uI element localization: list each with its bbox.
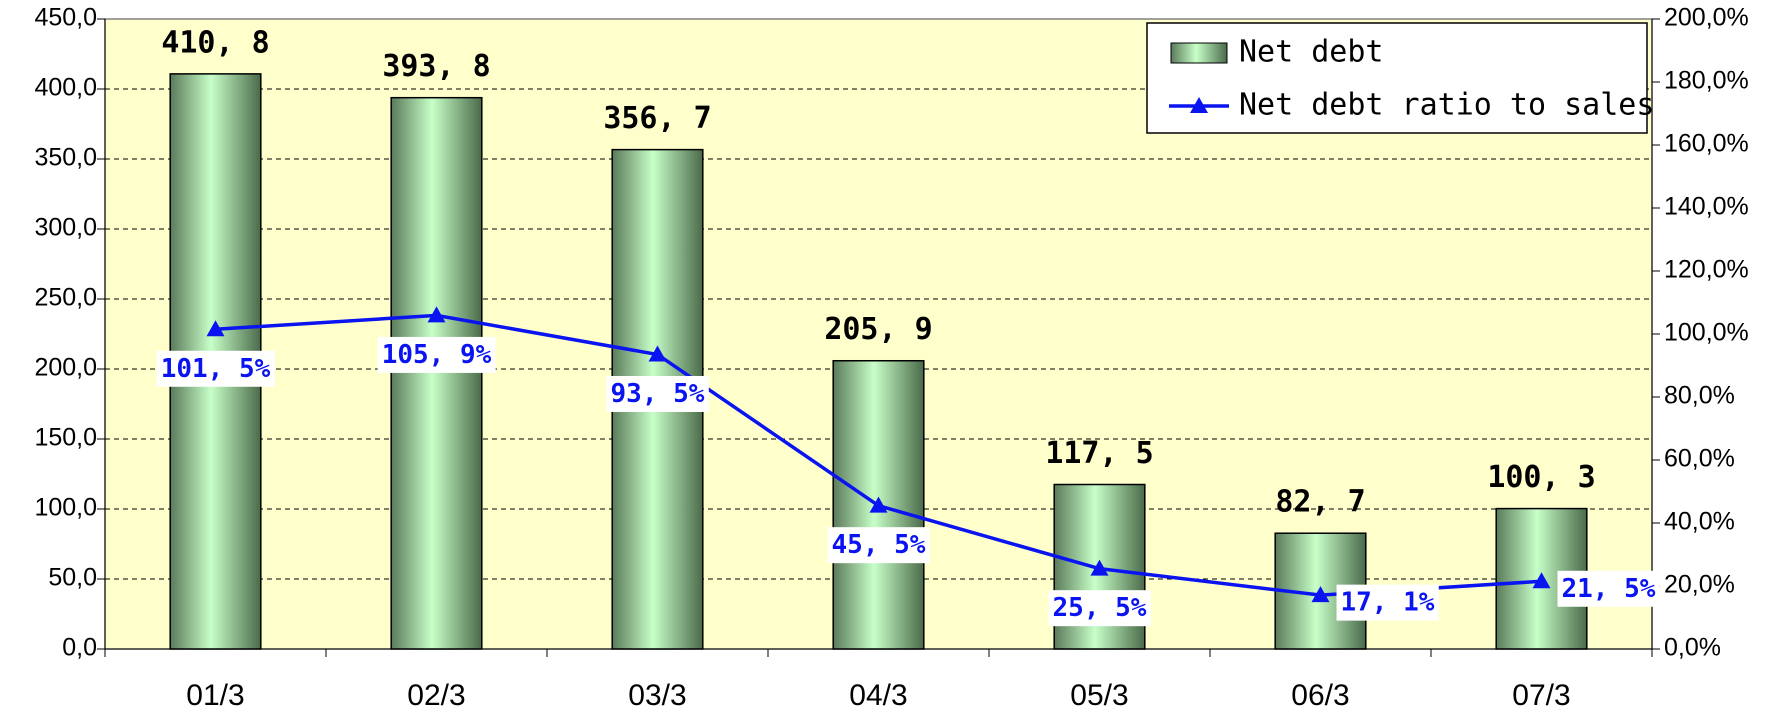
y2-tick-label: 80,0% (1664, 382, 1735, 410)
y2-tick-label: 120,0% (1664, 256, 1749, 284)
line-label-bg (1048, 590, 1151, 627)
line-label-bg (377, 336, 496, 373)
line-value-label: 25, 5% (1053, 593, 1147, 623)
line-value-label: 45, 5% (832, 530, 926, 560)
y-tick-label: 450,0 (34, 4, 97, 32)
line-label-bg (156, 350, 275, 387)
x-tick-label: 05/3 (1070, 679, 1128, 712)
line-label-bg (606, 375, 709, 412)
y-tick-label: 250,0 (34, 284, 97, 312)
line-label-bg (1336, 584, 1439, 621)
y-tick-label: 300,0 (34, 214, 97, 242)
line-value-label: 101, 5% (161, 354, 271, 384)
legend-swatch (1170, 42, 1228, 64)
line-marker (648, 345, 667, 362)
y-tick-label: 400,0 (34, 74, 97, 102)
line-marker (427, 306, 446, 323)
legend-label: Net debt (1239, 35, 1384, 70)
legend-label: Net debt ratio to sales (1239, 88, 1654, 123)
y-tick-label: 0,0 (62, 634, 97, 662)
x-tick-label: 01/3 (186, 679, 244, 712)
y2-tick-label: 140,0% (1664, 193, 1749, 221)
y2-tick-label: 180,0% (1664, 67, 1749, 95)
bar-value-label: 82, 7 (1275, 485, 1365, 520)
y2-tick-label: 160,0% (1664, 130, 1749, 158)
x-tick-label: 04/3 (849, 679, 907, 712)
y2-tick-label: 40,0% (1664, 508, 1735, 536)
y2-tick-label: 0,0% (1664, 634, 1721, 662)
y-tick-label: 350,0 (34, 144, 97, 172)
line-value-label: 17, 1% (1341, 588, 1435, 618)
y-tick-label: 150,0 (34, 424, 97, 452)
y2-tick-label: 100,0% (1664, 319, 1749, 347)
line-marker (1090, 559, 1109, 576)
line-value-label: 21, 5% (1562, 574, 1656, 604)
line-label-bg (1557, 570, 1660, 607)
y2-tick-label: 60,0% (1664, 445, 1735, 473)
bar-value-label: 410, 8 (161, 25, 269, 60)
y-tick-label: 200,0 (34, 354, 97, 382)
x-tick-label: 03/3 (628, 679, 686, 712)
y-tick-label: 50,0 (48, 564, 97, 592)
line-marker (206, 320, 225, 337)
line-label-bg (827, 527, 930, 564)
line-value-label: 105, 9% (382, 340, 492, 370)
bar-value-label: 393, 8 (382, 49, 490, 84)
bar (390, 96, 483, 650)
y-tick-label: 100,0 (34, 494, 97, 522)
bar-value-label: 205, 9 (824, 312, 932, 347)
line-marker (1532, 572, 1551, 589)
legend-marker (1190, 97, 1208, 113)
x-tick-label: 06/3 (1291, 679, 1349, 712)
bar-value-label: 100, 3 (1487, 460, 1595, 495)
line-marker (1311, 586, 1330, 603)
y2-tick-label: 20,0% (1664, 571, 1735, 599)
line-value-label: 93, 5% (611, 379, 705, 409)
bar-value-label: 117, 5 (1045, 436, 1153, 471)
x-tick-label: 07/3 (1512, 679, 1570, 712)
legend-box (1146, 22, 1648, 134)
bar-value-label: 356, 7 (603, 101, 711, 136)
x-tick-label: 02/3 (407, 679, 465, 712)
line-marker (869, 496, 888, 513)
y2-tick-label: 200,0% (1664, 4, 1749, 32)
